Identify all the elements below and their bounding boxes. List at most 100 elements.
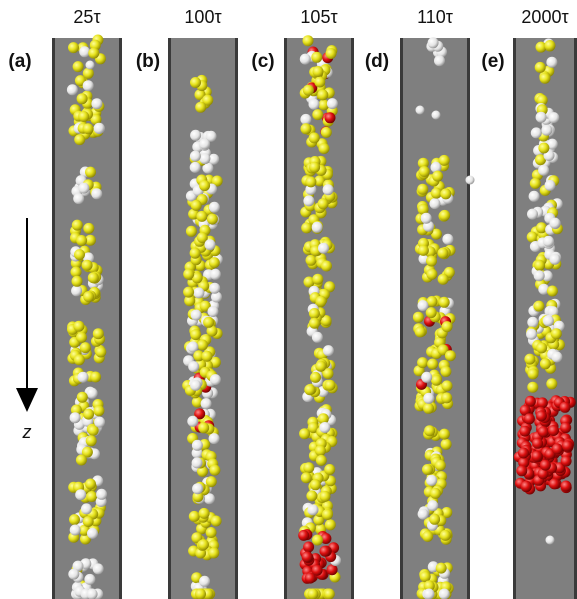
particle	[423, 403, 434, 414]
particle	[78, 183, 89, 194]
particle	[83, 409, 94, 420]
particle	[94, 417, 105, 428]
particle	[68, 569, 79, 580]
particle	[191, 200, 202, 211]
particle	[86, 435, 97, 446]
particle	[303, 35, 314, 46]
particle	[438, 274, 449, 285]
particle	[445, 350, 456, 361]
particle	[536, 112, 547, 123]
particle	[320, 491, 331, 502]
particle	[528, 368, 539, 379]
particle	[299, 428, 310, 439]
particle	[419, 166, 430, 177]
particle	[439, 297, 450, 308]
particle	[209, 433, 220, 444]
particle	[527, 382, 538, 393]
particle	[197, 340, 208, 351]
particle	[95, 347, 106, 358]
particle	[190, 151, 201, 162]
particle	[309, 99, 320, 110]
particle	[546, 378, 557, 389]
particle	[319, 422, 330, 433]
particle	[543, 236, 554, 247]
particle	[80, 342, 91, 353]
particle	[190, 130, 201, 141]
axis-label: z	[22, 422, 32, 442]
particle	[211, 516, 222, 527]
particle	[199, 508, 210, 519]
particle	[429, 514, 440, 525]
particle	[428, 37, 439, 48]
time-label: 105τ	[300, 7, 337, 27]
particle	[323, 184, 334, 195]
particle	[560, 422, 571, 433]
particle	[312, 332, 323, 343]
particle	[68, 42, 79, 53]
particle	[538, 426, 549, 437]
panel-label: (d)	[365, 51, 389, 72]
particle	[319, 143, 330, 154]
particle	[69, 514, 80, 525]
particle	[312, 222, 323, 233]
particle	[298, 530, 309, 541]
particle	[543, 315, 554, 326]
particle	[309, 132, 320, 143]
particle	[415, 326, 426, 337]
particle	[84, 574, 95, 585]
particle	[75, 489, 86, 500]
particle	[306, 255, 317, 266]
particle	[518, 448, 529, 459]
particle	[83, 123, 94, 134]
particle	[546, 57, 557, 68]
particle	[440, 530, 451, 541]
particle	[431, 375, 442, 386]
particle	[426, 475, 437, 486]
particle	[440, 188, 451, 199]
particle	[322, 509, 333, 520]
particle	[78, 372, 89, 383]
particle	[186, 226, 197, 237]
particle	[318, 243, 329, 254]
particle	[436, 563, 447, 574]
particle	[535, 62, 546, 73]
particle	[432, 171, 443, 182]
particle	[202, 351, 213, 362]
particle	[304, 384, 315, 395]
particle	[189, 511, 200, 522]
particle	[519, 426, 530, 437]
particle	[544, 40, 555, 51]
particle	[560, 402, 571, 413]
particle	[439, 429, 450, 440]
particle	[210, 374, 221, 385]
particle	[91, 188, 102, 199]
particle	[82, 260, 93, 271]
particle	[549, 254, 560, 265]
particle	[440, 366, 451, 377]
particle	[325, 112, 336, 123]
particle	[196, 211, 207, 222]
particle	[312, 535, 323, 546]
particle	[546, 536, 555, 545]
particle	[536, 342, 547, 353]
particle	[545, 180, 556, 191]
particle	[190, 329, 201, 340]
particle	[437, 248, 448, 259]
particle	[536, 222, 547, 233]
particle	[83, 68, 94, 79]
particle	[301, 472, 312, 483]
particle	[208, 306, 219, 317]
particle	[422, 531, 433, 542]
particle	[323, 345, 334, 356]
particle	[83, 291, 94, 302]
particle	[183, 269, 194, 280]
particle	[548, 425, 559, 436]
particle	[188, 361, 199, 372]
particle	[198, 422, 209, 433]
particle	[413, 312, 424, 323]
particle	[70, 412, 81, 423]
particle	[77, 93, 88, 104]
particle	[421, 372, 432, 383]
particle	[441, 439, 452, 450]
particle	[305, 176, 316, 187]
